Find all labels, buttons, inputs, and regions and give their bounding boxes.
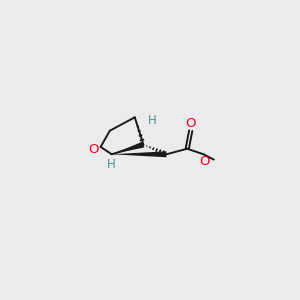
Text: O: O (88, 143, 98, 156)
Text: O: O (199, 155, 209, 168)
Text: H: H (148, 114, 157, 127)
Polygon shape (112, 151, 166, 157)
Text: O: O (185, 117, 196, 130)
Text: H: H (107, 158, 116, 171)
Polygon shape (112, 142, 144, 154)
